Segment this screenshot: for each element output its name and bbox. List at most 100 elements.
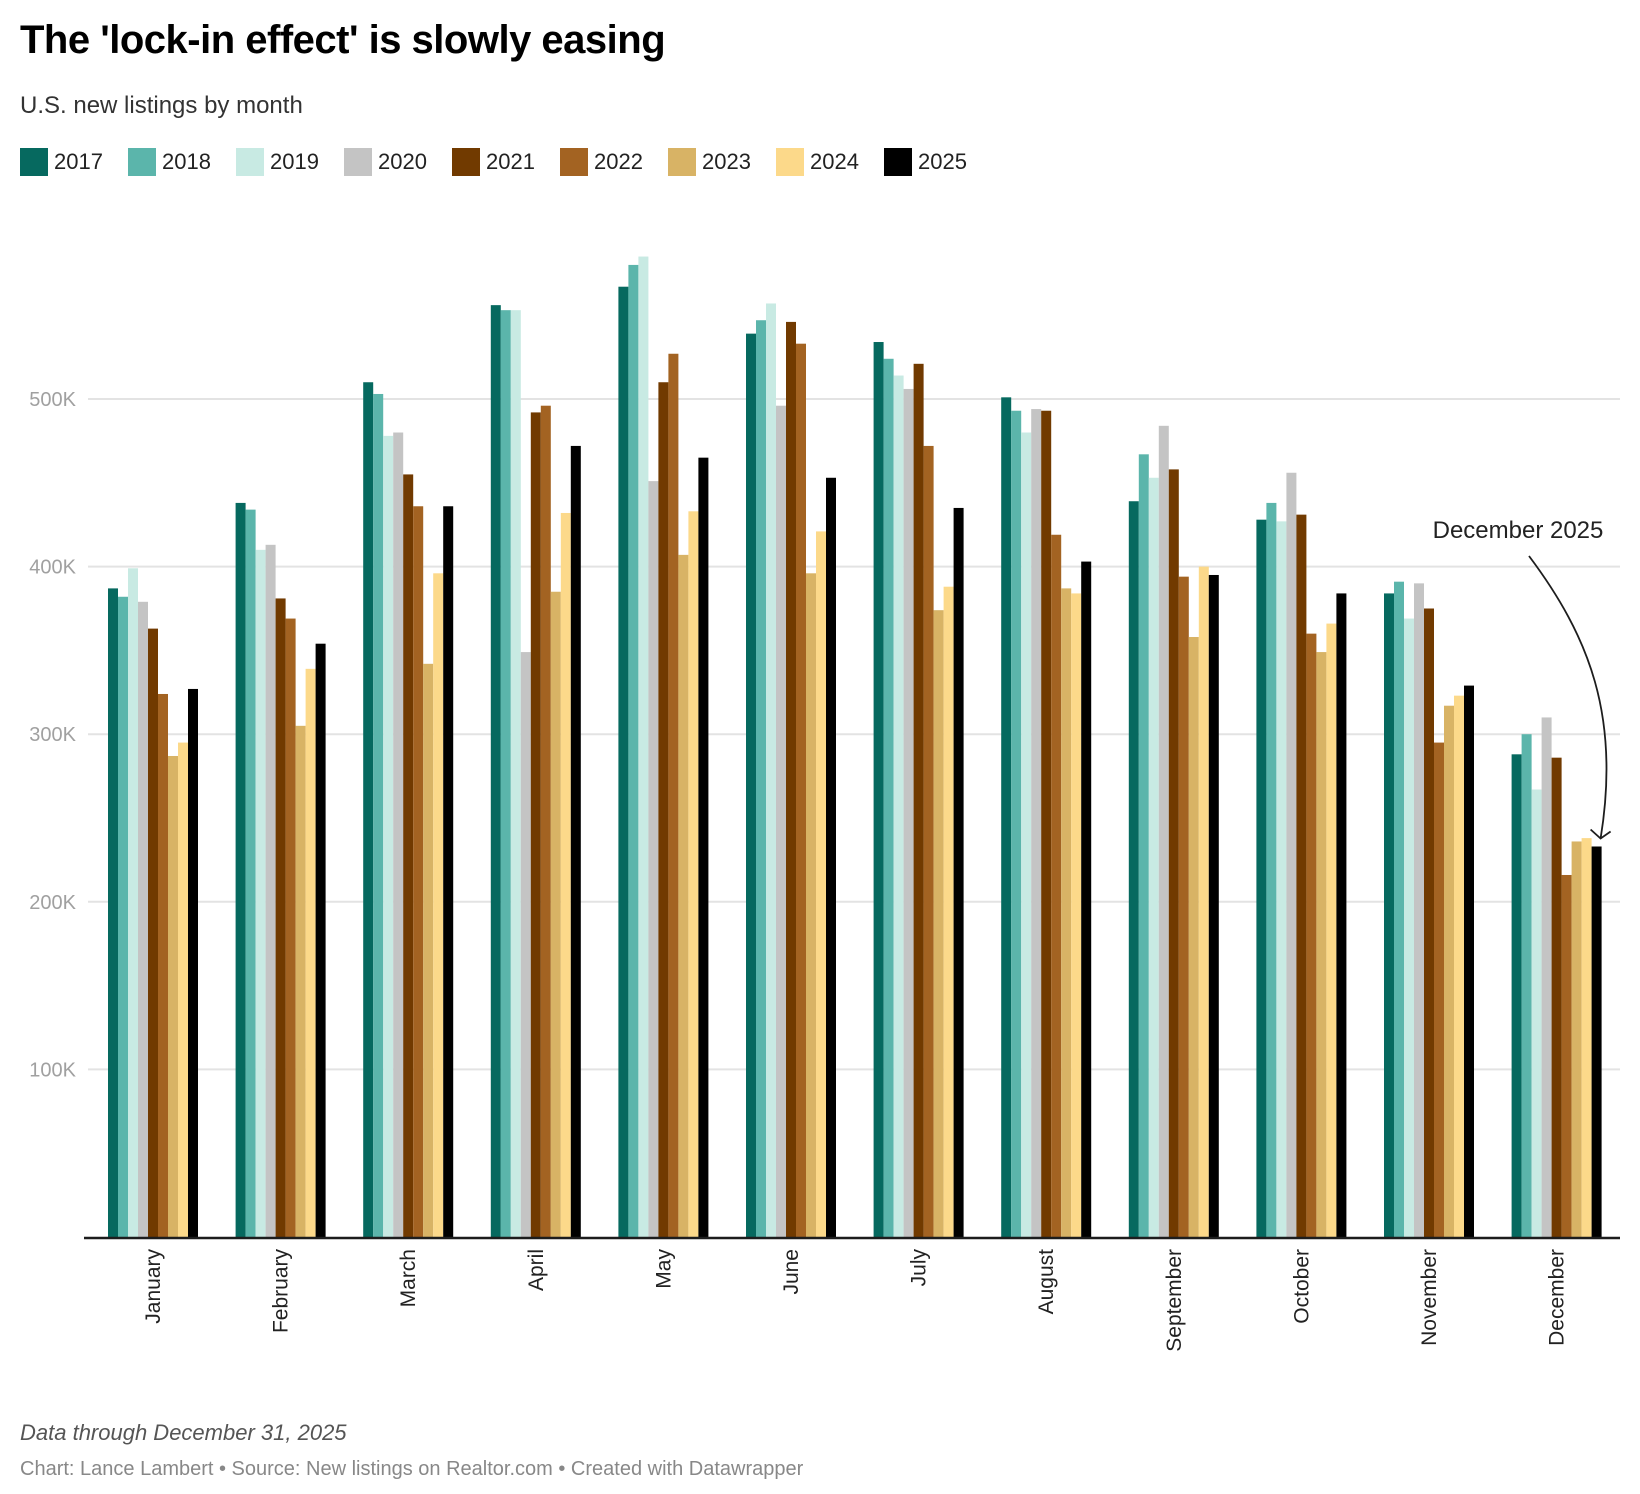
bar-august-2022 xyxy=(1051,534,1062,1237)
bar-group-september xyxy=(1128,425,1219,1238)
bar-november-2020 xyxy=(1414,583,1424,1237)
bar-june-2019 xyxy=(766,303,776,1237)
bar-april-2017 xyxy=(490,305,501,1237)
bar-february-2020 xyxy=(265,544,276,1237)
legend-label: 2019 xyxy=(270,149,319,174)
bar-november-2024 xyxy=(1454,695,1464,1237)
bar-december-2023 xyxy=(1571,841,1582,1237)
bar-february-2023 xyxy=(295,725,306,1237)
bar-april-2021 xyxy=(530,412,541,1238)
bar-september-2025 xyxy=(1208,574,1219,1237)
bar-august-2020 xyxy=(1031,409,1042,1237)
bar-november-2017 xyxy=(1384,593,1394,1237)
legend-label: 2017 xyxy=(54,149,103,174)
bar-november-2023 xyxy=(1444,705,1454,1237)
bar-chart: 100K 200K 300K 400K 500K January February Marc… xyxy=(29,256,1620,1352)
y-tick-label: 400K xyxy=(29,557,76,579)
x-tick-label: February xyxy=(270,1249,293,1334)
y-tick-label: 200K xyxy=(29,892,76,914)
bar-july-2023 xyxy=(933,610,944,1237)
y-tick-label: 500K xyxy=(29,389,76,411)
bar-july-2019 xyxy=(893,375,904,1237)
legend-item-2022: 2022 xyxy=(560,148,668,176)
bar-july-2020 xyxy=(903,388,914,1238)
bar-march-2018 xyxy=(373,393,384,1237)
bar-march-2022 xyxy=(413,506,424,1237)
bar-august-2024 xyxy=(1071,593,1082,1237)
bar-june-2018 xyxy=(756,320,766,1237)
bar-march-2019 xyxy=(383,435,394,1237)
bar-october-2024 xyxy=(1326,623,1337,1237)
legend-label: 2020 xyxy=(378,149,427,174)
bar-february-2018 xyxy=(245,509,256,1238)
legend-swatch xyxy=(668,148,696,176)
bar-july-2021 xyxy=(913,363,924,1238)
chart-subtitle: U.S. new listings by month xyxy=(20,92,303,119)
legend-swatch xyxy=(884,148,912,176)
y-tick-label: 100K xyxy=(29,1059,76,1081)
bar-group-november xyxy=(1384,581,1474,1237)
bar-january-2025 xyxy=(188,688,198,1237)
annotation-group: December 2025 xyxy=(1433,517,1612,840)
bar-january-2022 xyxy=(158,693,168,1237)
bar-october-2018 xyxy=(1266,502,1277,1237)
x-tick-label: June xyxy=(780,1249,803,1295)
bar-group-december xyxy=(1511,717,1602,1237)
bar-july-2024 xyxy=(943,586,954,1237)
x-tick-label: March xyxy=(397,1249,420,1307)
bar-january-2021 xyxy=(148,628,158,1237)
bar-group-june xyxy=(746,303,836,1238)
bar-april-2025 xyxy=(570,445,581,1238)
bar-may-2022 xyxy=(668,353,679,1237)
legend-item-2023: 2023 xyxy=(668,148,776,176)
bar-group-august xyxy=(1001,397,1092,1238)
bar-december-2024 xyxy=(1581,838,1592,1237)
annotation-label: December 2025 xyxy=(1433,517,1604,544)
chart-title: The 'lock-in effect' is slowly easing xyxy=(20,18,666,62)
legend-swatch xyxy=(236,148,264,176)
bar-november-2019 xyxy=(1404,618,1414,1237)
bar-july-2025 xyxy=(953,507,964,1237)
source-credit: Chart: Lance Lambert • Source: New listi… xyxy=(20,1458,804,1480)
legend-label: 2025 xyxy=(918,149,967,174)
bar-november-2021 xyxy=(1424,608,1434,1237)
bar-october-2019 xyxy=(1276,521,1287,1237)
bar-february-2017 xyxy=(235,502,246,1237)
bar-december-2017 xyxy=(1511,754,1522,1237)
bar-february-2025 xyxy=(315,643,326,1237)
bar-march-2023 xyxy=(423,663,434,1237)
bar-june-2020 xyxy=(776,405,786,1238)
bar-august-2018 xyxy=(1011,410,1022,1237)
x-tick-label: September xyxy=(1163,1249,1186,1352)
bar-group-january xyxy=(108,568,198,1237)
bars xyxy=(108,256,1602,1238)
bar-september-2023 xyxy=(1188,636,1199,1237)
bar-october-2025 xyxy=(1336,593,1347,1237)
legend-label: 2021 xyxy=(486,149,535,174)
bar-january-2023 xyxy=(168,755,178,1237)
bar-september-2017 xyxy=(1128,501,1139,1238)
bar-february-2019 xyxy=(255,549,266,1237)
bar-march-2017 xyxy=(363,382,374,1237)
bar-january-2017 xyxy=(108,588,118,1237)
bar-may-2023 xyxy=(678,554,689,1237)
legend-swatch xyxy=(128,148,156,176)
bar-group-april xyxy=(490,305,581,1238)
bar-april-2020 xyxy=(520,652,531,1237)
bar-november-2022 xyxy=(1434,742,1444,1237)
x-tick-label: October xyxy=(1290,1249,1313,1324)
legend-item-2020: 2020 xyxy=(344,148,452,176)
bar-january-2018 xyxy=(118,596,128,1237)
y-tick-label: 300K xyxy=(29,724,76,746)
bar-november-2025 xyxy=(1464,685,1474,1237)
legend-item-2025: 2025 xyxy=(884,148,992,176)
bar-june-2024 xyxy=(816,531,826,1237)
bar-group-march xyxy=(363,382,454,1237)
y-axis-labels: 100K 200K 300K 400K 500K xyxy=(29,389,76,1081)
bar-december-2018 xyxy=(1521,734,1532,1237)
bar-february-2021 xyxy=(275,598,286,1237)
bar-august-2019 xyxy=(1021,432,1032,1237)
legend: 2017 2018 2019 2020 2021 2022 2023 2024 2025 xyxy=(20,148,992,176)
bar-october-2022 xyxy=(1306,633,1317,1237)
bar-march-2021 xyxy=(403,474,414,1237)
